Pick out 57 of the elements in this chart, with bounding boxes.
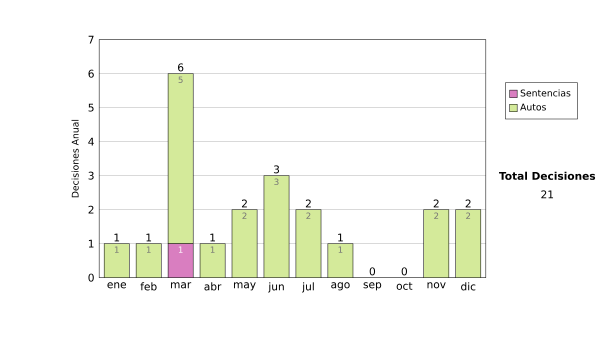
total-label: 1 bbox=[338, 234, 343, 242]
legend-label: Sentencias bbox=[520, 89, 570, 96]
data-label: 3 bbox=[274, 178, 279, 185]
x-tick-label: mar bbox=[171, 282, 192, 288]
y-tick-label: 0 bbox=[88, 274, 94, 282]
bar bbox=[423, 209, 450, 278]
data-label: 1 bbox=[210, 246, 215, 253]
data-label: 1 bbox=[114, 246, 119, 253]
x-tick-label: nov bbox=[428, 282, 446, 288]
data-label: 1 bbox=[146, 246, 151, 253]
total-label: 2 bbox=[306, 199, 311, 208]
y-tick-label: 5 bbox=[88, 104, 94, 112]
bar bbox=[104, 243, 130, 278]
text: 21 bbox=[541, 190, 554, 198]
bar bbox=[328, 243, 354, 278]
data-label: 2 bbox=[306, 212, 310, 219]
y-tick-label: 3 bbox=[88, 172, 94, 180]
x-tick-label: ene bbox=[107, 282, 126, 288]
total-label: 3 bbox=[274, 165, 280, 174]
text: Total Decisiones bbox=[499, 172, 596, 180]
x-tick-label: ago bbox=[331, 282, 350, 290]
total-label: 2 bbox=[466, 199, 471, 208]
total-label: 1 bbox=[114, 234, 120, 242]
x-tick-label: may bbox=[234, 282, 256, 290]
y-tick-label: 6 bbox=[88, 70, 94, 78]
total-label: 6 bbox=[178, 63, 184, 72]
total-label: 0 bbox=[402, 267, 408, 276]
bar bbox=[296, 209, 322, 278]
bar bbox=[264, 175, 290, 278]
y-axis-title: Decisiones Anual bbox=[72, 120, 79, 198]
total-label: 2 bbox=[242, 199, 247, 208]
total-label: 2 bbox=[434, 199, 439, 208]
y-tick-label: 7 bbox=[88, 36, 94, 44]
x-tick-label: dic bbox=[461, 282, 476, 290]
y-tick-label: 2 bbox=[88, 206, 94, 214]
data-label: 2 bbox=[466, 212, 470, 219]
total-label: 1 bbox=[146, 234, 152, 242]
x-tick-label: jul bbox=[302, 282, 314, 292]
data-label: 1 bbox=[178, 246, 183, 253]
legend-label: Autos bbox=[520, 104, 546, 110]
bar bbox=[200, 243, 226, 278]
bar bbox=[455, 209, 482, 278]
x-tick-label: oct bbox=[396, 282, 412, 290]
data-label: 2 bbox=[434, 212, 438, 219]
x-tick-label: jun bbox=[268, 282, 284, 292]
x-tick-label: sep bbox=[364, 282, 382, 290]
y-tick-label: 1 bbox=[88, 240, 94, 248]
total-label: 1 bbox=[210, 234, 215, 242]
y-tick-label: 4 bbox=[88, 138, 94, 146]
bar bbox=[232, 209, 258, 278]
total-label: 0 bbox=[370, 267, 376, 276]
bar bbox=[136, 243, 162, 278]
data-label: 1 bbox=[338, 246, 342, 253]
data-label: 5 bbox=[178, 76, 183, 83]
data-label: 2 bbox=[242, 212, 246, 219]
x-tick-label: abr bbox=[204, 282, 222, 290]
x-tick-label: feb bbox=[140, 282, 157, 290]
